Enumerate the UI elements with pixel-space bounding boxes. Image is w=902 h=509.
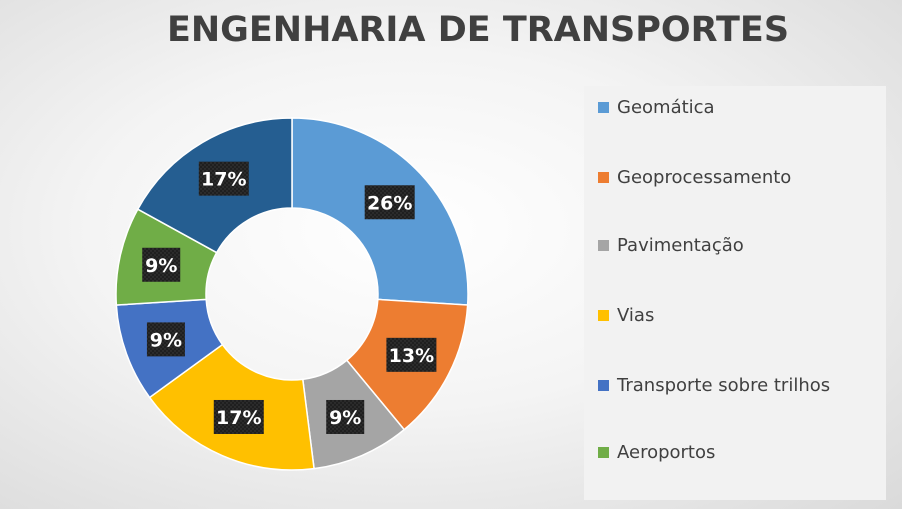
data-label-text: 9% bbox=[329, 407, 361, 429]
legend-item: Pavimentação bbox=[598, 235, 744, 256]
data-label-box bbox=[213, 399, 264, 434]
data-label-text: 17% bbox=[216, 407, 261, 429]
data-label-box bbox=[146, 322, 185, 357]
data-label-box bbox=[364, 185, 415, 220]
data-label-text: 13% bbox=[389, 345, 434, 367]
legend-swatch bbox=[598, 102, 609, 113]
data-label-3: 9% bbox=[326, 399, 365, 434]
legend-label: Aeroportos bbox=[617, 442, 716, 463]
data-label-box bbox=[326, 399, 365, 434]
legend-item: Geomática bbox=[598, 97, 715, 118]
legend-label: Geomática bbox=[617, 97, 715, 118]
data-label-text: 17% bbox=[201, 169, 246, 191]
legend-item: Transporte sobre trilhos bbox=[598, 375, 830, 396]
data-label-text: 9% bbox=[145, 255, 177, 277]
legend-label: Geoprocessamento bbox=[617, 167, 792, 188]
data-label-6: 9% bbox=[142, 247, 181, 282]
data-label-box bbox=[386, 337, 437, 372]
legend-swatch bbox=[598, 172, 609, 183]
legend-swatch bbox=[598, 447, 609, 458]
legend-label: Pavimentação bbox=[617, 235, 744, 256]
legend-item: Aeroportos bbox=[598, 442, 715, 463]
data-label-4: 17% bbox=[213, 399, 264, 434]
chart-title: ENGENHARIA DE TRANSPORTES bbox=[166, 10, 790, 50]
legend-label: Transporte sobre trilhos bbox=[617, 375, 831, 396]
data-label-box bbox=[198, 161, 249, 196]
data-label-text: 26% bbox=[367, 192, 412, 214]
legend-label: Vias bbox=[617, 305, 655, 326]
data-label-5: 9% bbox=[146, 322, 185, 357]
legend-swatch bbox=[598, 380, 609, 391]
data-label-1: 26% bbox=[364, 185, 415, 220]
legend-item: Vias bbox=[598, 305, 654, 326]
legend-swatch bbox=[598, 240, 609, 251]
legend-swatch bbox=[598, 310, 609, 321]
data-label-2: 13% bbox=[386, 337, 437, 372]
legend: Geomática Geoprocessamento Pavimentação Via… bbox=[584, 86, 886, 500]
data-label-7: 17% bbox=[198, 161, 249, 196]
legend-item: Geoprocessamento bbox=[598, 167, 791, 188]
data-label-text: 9% bbox=[150, 329, 182, 351]
data-label-box bbox=[142, 247, 181, 282]
